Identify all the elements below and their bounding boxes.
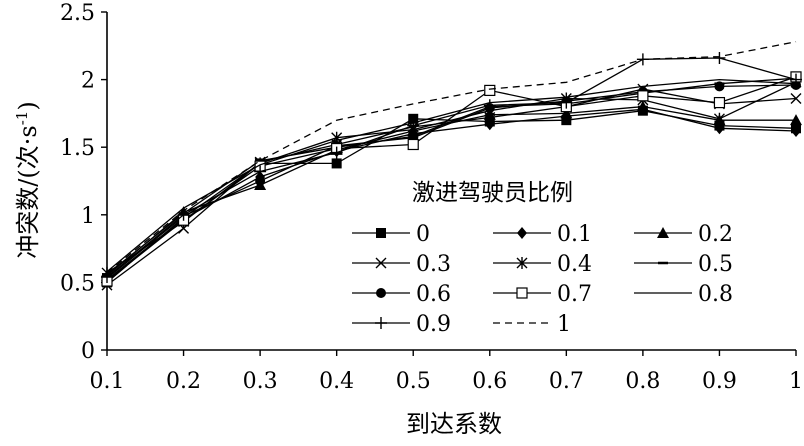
series-line	[106, 78, 797, 273]
y-tick-label: 0.5	[60, 271, 95, 296]
osquare-marker	[407, 138, 419, 151]
y-tick-label: 0	[81, 339, 95, 364]
plus-marker	[713, 51, 726, 64]
x-tick-label: 0.7	[549, 369, 584, 394]
star-marker	[516, 257, 528, 269]
diamond-marker	[484, 118, 495, 131]
square-marker	[408, 113, 419, 124]
legend-entry-0.6: 0.6	[352, 282, 451, 307]
series-line	[106, 57, 797, 278]
circle-marker	[255, 176, 266, 186]
legend-entry-0.2: 0.2	[634, 222, 733, 247]
x-marker	[375, 257, 387, 269]
legend-entry-0: 0	[352, 222, 430, 247]
legend-label: 0	[416, 222, 430, 247]
y-axis-title-sup: -1	[13, 111, 31, 126]
x-tick-label: 1	[789, 369, 803, 394]
series-line	[106, 84, 797, 279]
star-marker	[713, 112, 725, 125]
osquare-marker	[637, 90, 649, 102]
x-tick-label: 0.5	[396, 369, 431, 394]
legend-label: 0.7	[557, 282, 592, 307]
square-marker	[331, 158, 342, 169]
legend-entry-0.3: 0.3	[352, 252, 451, 277]
x-tick-label: 0.8	[625, 369, 660, 394]
circle-marker	[376, 288, 386, 298]
series-0.4	[101, 76, 802, 279]
plus-marker	[407, 119, 420, 132]
legend-entry-0.5: 0.5	[634, 252, 733, 277]
series-0.9	[101, 51, 802, 283]
plus-marker	[254, 165, 267, 178]
series-layer	[101, 41, 802, 291]
legend-entry-0.1: 0.1	[493, 222, 592, 247]
legend-label: 0.5	[698, 252, 733, 277]
legend-label: 0.6	[416, 282, 451, 307]
diamond-marker	[714, 122, 725, 135]
x-marker	[790, 93, 802, 105]
triangle-marker	[790, 114, 802, 126]
axes: 0 0.5 1 1.5 2 2.5 0.1 0.2 0.3 0.4 0.5 0.6 0.7 0.8 0.9 1	[60, 1, 803, 394]
y-tick-label: 2.5	[60, 1, 95, 26]
legend-label: 0.4	[557, 252, 592, 277]
legend-label: 0.2	[698, 222, 733, 247]
legend-entry-1: 1	[493, 312, 571, 337]
legend-entry-0.4: 0.4	[493, 252, 592, 277]
plus-marker	[790, 73, 802, 86]
plus-marker	[483, 99, 496, 112]
series-0.5	[102, 76, 801, 276]
triangle-marker	[636, 100, 649, 112]
osquare-marker	[484, 84, 496, 97]
series-line	[106, 77, 797, 275]
x-tick-label: 0.2	[166, 369, 201, 394]
legend-label: 0.9	[416, 312, 451, 337]
legend-entry-0.9: 0.9	[352, 312, 451, 337]
diamond-marker	[791, 124, 801, 137]
legend-entry-0.7: 0.7	[493, 282, 592, 307]
series-0.7	[101, 71, 802, 287]
circle-marker	[714, 81, 725, 92]
plus-marker	[330, 146, 343, 159]
legend-label: 0.3	[416, 252, 451, 277]
plus-marker	[560, 96, 573, 109]
series-line	[106, 76, 797, 282]
x-tick-label: 0.3	[243, 369, 278, 394]
plus-marker	[101, 270, 113, 283]
x-tick-label: 0.6	[472, 369, 507, 394]
y-tick-label: 1	[81, 204, 95, 229]
legend-title: 激进驾驶员比例	[412, 180, 573, 206]
y-axis-title: 冲突数/(次·s-1)	[13, 101, 42, 258]
x-tick-label: 0.9	[702, 369, 737, 394]
square-marker	[376, 228, 386, 238]
triangle-marker	[560, 107, 573, 119]
x-axis-title: 到达系数	[406, 410, 502, 438]
triangle-marker	[657, 227, 669, 238]
y-tick-label: 2	[81, 69, 95, 94]
legend-label: 1	[557, 312, 571, 337]
x-tick-label: 0.4	[319, 369, 354, 394]
legend-label: 0.1	[557, 222, 592, 247]
x-tick-label: 0.1	[90, 369, 125, 394]
y-axis-title-close: )	[14, 101, 42, 110]
legend: 激进驾驶员比例 0 0.1 0.2 0.3 0.4 0.5 0.6 0.7 0.8 0.9 1	[352, 180, 733, 337]
series-line	[106, 41, 797, 274]
y-axis-title-main: 冲突数/(次·s	[14, 125, 42, 258]
legend-entry-0.8: 0.8	[634, 282, 733, 307]
series-line	[106, 81, 797, 274]
series-1	[106, 41, 797, 274]
osquare-marker	[713, 96, 726, 109]
y-tick-label: 1.5	[60, 136, 95, 161]
diamond-marker	[517, 227, 527, 239]
series-0.8	[106, 78, 797, 273]
plus-marker	[375, 317, 387, 329]
legend-label: 0.8	[698, 282, 733, 307]
osquare-marker	[516, 287, 528, 299]
